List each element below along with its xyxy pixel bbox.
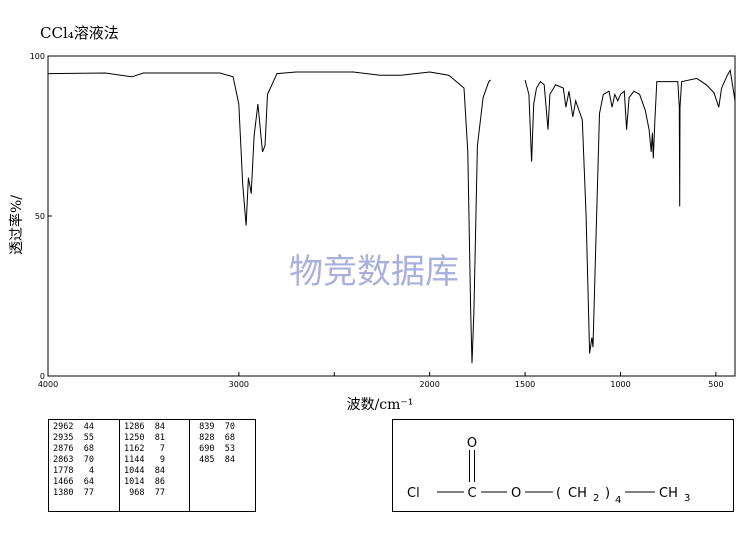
methylene-group: CH bbox=[568, 486, 587, 501]
peak-row: 2876 68 bbox=[53, 444, 94, 454]
x-tick-label: 3000 bbox=[229, 380, 249, 389]
y-tick-label: 100 bbox=[30, 52, 45, 61]
peak-row: 1144 9 bbox=[124, 455, 165, 465]
peak-row: 968 77 bbox=[124, 488, 165, 498]
peak-row: 1286 84 bbox=[124, 422, 165, 432]
x-axis-label: 波数/cm⁻¹ bbox=[347, 397, 414, 413]
x-tick-label: 500 bbox=[708, 380, 723, 389]
subscript-3: 3 bbox=[684, 493, 690, 504]
peak-row: 1162 7 bbox=[124, 444, 165, 454]
peak-row: 1380 77 bbox=[53, 488, 94, 498]
watermark: 物竞数据库 bbox=[289, 252, 459, 292]
methyl-group: CH bbox=[659, 486, 678, 501]
peak-column: 839 70 828 68 690 53 485 84 bbox=[189, 420, 255, 511]
peak-row: 1250 81 bbox=[124, 433, 165, 443]
peak-row: 485 84 bbox=[194, 455, 235, 465]
peak-column: 2962 44 2935 55 2876 68 2863 70 1778 4 1… bbox=[49, 420, 119, 511]
peak-column: 1286 84 1250 81 1162 7 1144 9 1044 84 10… bbox=[119, 420, 189, 511]
structural-formula: O Cl C O ( CH 2 ) 4 CH 3 bbox=[407, 436, 690, 506]
peak-row: 2962 44 bbox=[53, 422, 94, 432]
peak-row: 1466 64 bbox=[53, 477, 94, 487]
axis-ticks: 4000 3000 2000 1500 1000 500 0 50 100 bbox=[30, 52, 724, 389]
spectrum-line bbox=[47, 68, 736, 364]
peak-row: 828 68 bbox=[194, 433, 235, 443]
y-axis-label: 透过率%/ bbox=[8, 195, 25, 255]
peak-row: 1014 86 bbox=[124, 477, 165, 487]
x-tick-label: 1000 bbox=[610, 380, 630, 389]
x-tick-label: 2000 bbox=[419, 380, 439, 389]
y-tick-label: 50 bbox=[35, 212, 45, 221]
ester-oxygen: O bbox=[511, 486, 521, 501]
ir-spectrum-chart: 物竞数据库 4000 3000 2000 1500 1000 500 0 50 100 波数/c… bbox=[8, 52, 736, 413]
x-tick-label: 4000 bbox=[38, 380, 58, 389]
page-title: CCl₄溶液法 bbox=[40, 24, 119, 42]
x-tick-label: 1500 bbox=[515, 380, 535, 389]
peak-row: 2935 55 bbox=[53, 433, 94, 443]
peak-row: 690 53 bbox=[194, 444, 235, 454]
paren-close: ) bbox=[605, 486, 610, 501]
peak-row: 1044 84 bbox=[124, 466, 165, 476]
plot-frame bbox=[47, 55, 736, 377]
peak-row: 1778 4 bbox=[53, 466, 94, 476]
peak-row: 839 70 bbox=[194, 422, 235, 432]
y-tick-label: 0 bbox=[40, 372, 45, 381]
peak-row: 2863 70 bbox=[53, 455, 94, 465]
subscript-2: 2 bbox=[593, 493, 599, 504]
carbonyl-oxygen: O bbox=[467, 436, 477, 451]
chlorine-atom: Cl bbox=[407, 486, 420, 501]
paren-open: ( bbox=[556, 486, 561, 501]
peak-table: 2962 44 2935 55 2876 68 2863 70 1778 4 1… bbox=[48, 419, 256, 512]
subscript-4: 4 bbox=[615, 495, 621, 506]
carbonyl-carbon: C bbox=[467, 486, 476, 501]
structure-box: O Cl C O ( CH 2 ) 4 CH 3 bbox=[392, 419, 734, 512]
